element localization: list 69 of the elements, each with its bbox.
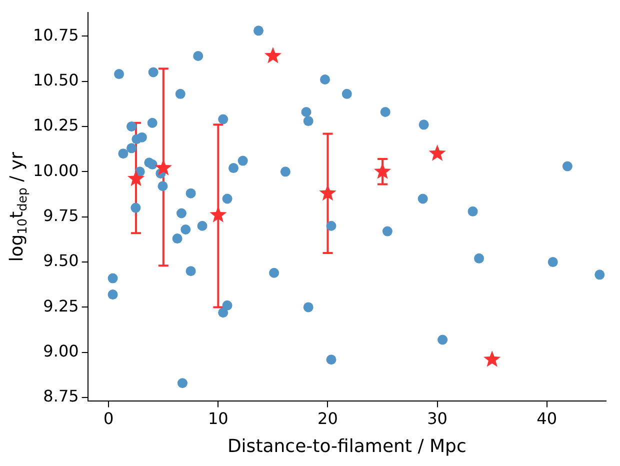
y-tick-label: 10.75 <box>32 25 79 44</box>
point <box>210 206 227 222</box>
x-tick-label: 10 <box>208 408 228 428</box>
point <box>154 159 172 176</box>
point <box>180 224 191 234</box>
point <box>562 161 572 172</box>
point <box>218 114 228 124</box>
x-axis-title: Distance-to-filament / Mpc <box>227 436 466 457</box>
y-axis-title: log10tdep / yr <box>6 151 30 262</box>
point <box>468 206 478 216</box>
y-tick-label: 9.00 <box>43 342 79 361</box>
y-tick-label: 10.50 <box>32 70 79 90</box>
y-tick-label: 10.00 <box>32 160 79 180</box>
y-tick-label: 9.50 <box>43 251 79 270</box>
point <box>108 290 118 300</box>
point <box>303 302 314 312</box>
point <box>484 350 501 367</box>
y-tick-label: 9.75 <box>43 206 79 225</box>
point <box>326 354 336 365</box>
point <box>176 208 186 218</box>
point <box>186 266 196 276</box>
x-tick-label: 0 <box>104 408 114 428</box>
point <box>320 74 330 84</box>
point <box>126 121 137 132</box>
point <box>228 163 239 174</box>
point <box>136 132 147 142</box>
point <box>380 107 390 118</box>
point <box>418 194 428 204</box>
point <box>342 88 352 99</box>
point <box>126 143 137 154</box>
point <box>127 170 145 186</box>
point <box>130 202 141 213</box>
point <box>438 334 448 345</box>
point <box>148 67 158 78</box>
point <box>269 268 280 278</box>
x-tick-label: 40 <box>536 408 558 428</box>
point <box>418 120 429 130</box>
point <box>177 378 188 388</box>
point <box>197 220 208 231</box>
point <box>186 188 196 198</box>
point <box>172 234 182 244</box>
point <box>147 118 158 128</box>
point <box>108 273 118 284</box>
point <box>264 46 282 64</box>
point <box>118 148 128 159</box>
y-tick-label: 10.25 <box>32 116 79 135</box>
point <box>594 270 605 280</box>
point <box>301 107 312 118</box>
point <box>218 308 228 318</box>
point <box>303 116 314 126</box>
x-tick-label: 30 <box>427 408 448 428</box>
x-tick-label: 20 <box>318 408 338 428</box>
point <box>114 69 124 80</box>
point <box>158 181 168 192</box>
point <box>253 26 264 36</box>
y-tick-label: 8.75 <box>43 386 79 406</box>
point <box>382 226 392 236</box>
point <box>238 156 248 166</box>
point <box>147 159 158 170</box>
point <box>222 194 232 204</box>
point <box>222 300 232 310</box>
point <box>175 88 186 99</box>
point <box>193 50 204 61</box>
point <box>428 144 446 161</box>
point <box>326 220 336 231</box>
point <box>548 257 558 268</box>
y-tick-label: 9.25 <box>43 296 79 316</box>
point <box>474 253 484 264</box>
point <box>280 166 290 177</box>
